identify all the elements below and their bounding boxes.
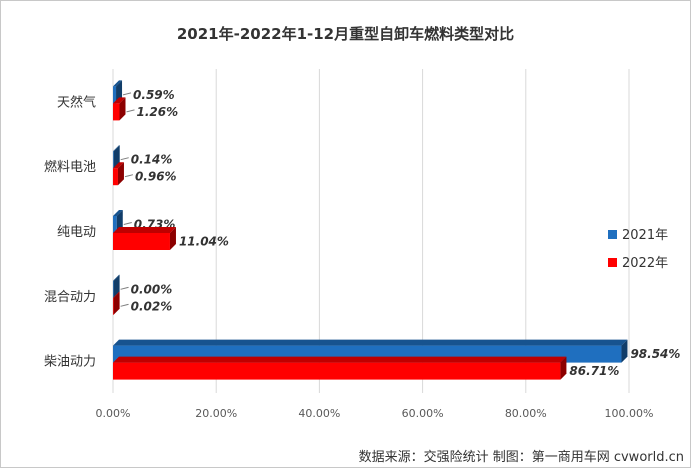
x-tick-label: 100.00% xyxy=(605,407,654,420)
bar-top-face xyxy=(113,227,176,233)
data-label-leader xyxy=(123,222,132,225)
bar-side-face xyxy=(113,274,120,298)
bar xyxy=(113,280,114,298)
x-tick-label: 0.00% xyxy=(96,407,131,420)
x-tick-label: 80.00% xyxy=(505,407,547,420)
x-tick-label: 20.00% xyxy=(195,407,237,420)
bar-top-face xyxy=(113,80,123,87)
bar-side-face xyxy=(113,291,120,315)
bar-top-face xyxy=(113,356,567,363)
bar xyxy=(113,86,117,104)
bar-top-face xyxy=(113,145,120,152)
category-label: 纯电动 xyxy=(57,225,96,240)
category-label: 天然气 xyxy=(57,94,96,110)
data-label-leader xyxy=(120,157,129,161)
legend-label: 2021年 xyxy=(622,228,668,243)
data-label: 86.71% xyxy=(569,364,619,378)
bar-side-face xyxy=(117,162,124,186)
data-label: 0.00% xyxy=(131,282,173,296)
bar xyxy=(113,151,114,169)
bar-top-face xyxy=(113,274,120,281)
category-label: 混合动力 xyxy=(44,290,96,305)
bar xyxy=(113,103,120,121)
data-label-leader xyxy=(126,109,135,113)
data-label-leader xyxy=(122,92,132,96)
legend-swatch xyxy=(608,230,617,239)
bar xyxy=(113,233,170,250)
bar xyxy=(113,297,114,315)
data-label: 1.26% xyxy=(137,105,179,119)
data-label: 0.14% xyxy=(131,153,173,167)
data-label: 0.59% xyxy=(133,88,175,102)
data-label: 0.96% xyxy=(135,170,177,184)
bar xyxy=(113,362,561,380)
legend-label: 2022年 xyxy=(622,256,668,271)
bar-side-face xyxy=(169,227,176,250)
x-tick-label: 40.00% xyxy=(298,407,340,420)
data-label: 11.04% xyxy=(179,235,229,249)
bar-top-face xyxy=(113,97,126,104)
data-label-leader xyxy=(120,286,129,290)
bar-side-face xyxy=(119,97,126,121)
x-tick-label: 60.00% xyxy=(402,407,444,420)
data-label-leader xyxy=(124,174,134,178)
legend-swatch xyxy=(608,258,617,267)
bar-side-face xyxy=(621,339,628,363)
data-label: 0.02% xyxy=(131,299,173,313)
data-label-leader xyxy=(120,303,129,307)
bar-top-face xyxy=(113,291,120,298)
bar xyxy=(113,168,118,186)
bar-top-face xyxy=(113,339,628,346)
chart-title: 2021年-2022年1-12月重型自卸车燃料类型对比 xyxy=(176,25,515,43)
category-label: 燃料电池 xyxy=(44,159,96,175)
data-source-footer: 数据来源：交强险统计 制图：第一商用车网 cvworld.cn xyxy=(358,450,684,465)
bar xyxy=(113,216,117,233)
bar-side-face xyxy=(560,356,567,380)
bar-side-face xyxy=(113,145,120,169)
bar-top-face xyxy=(113,210,123,216)
bar-top-face xyxy=(113,162,124,169)
category-label: 柴油动力 xyxy=(44,355,96,370)
data-label: 98.54% xyxy=(630,347,680,361)
